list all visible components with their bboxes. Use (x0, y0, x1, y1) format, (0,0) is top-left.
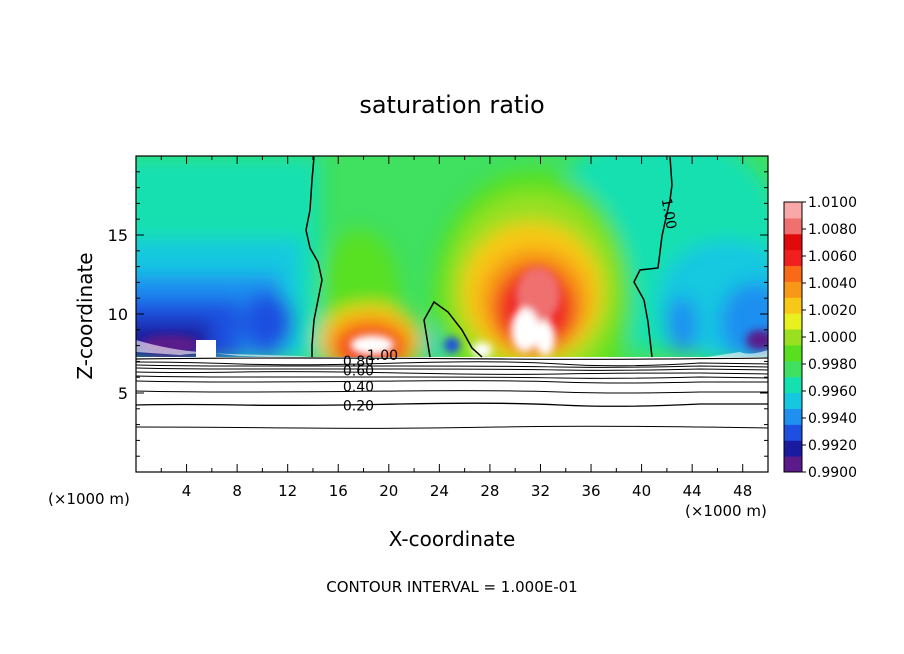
colorbar-swatch (784, 233, 802, 251)
colorbar-swatch (784, 202, 802, 219)
colorbar-swatch (784, 344, 802, 362)
colorbar-label: 1.0040 (808, 276, 857, 292)
contour-interval-note: CONTOUR INTERVAL = 1.000E-01 (326, 578, 577, 596)
contour-line (136, 361, 768, 367)
y-tick-label: 15 (108, 226, 128, 245)
contour-line (136, 402, 768, 407)
colorbar-label: 0.9940 (808, 411, 857, 427)
x-tick-label: 8 (232, 482, 242, 500)
x-tick-label: 48 (733, 482, 752, 500)
colorbar-swatch (784, 313, 802, 330)
x-tick-label: 36 (581, 482, 600, 500)
chart-title: saturation ratio (359, 91, 544, 119)
colorbar-swatch (784, 392, 802, 409)
colorbar-swatch (784, 281, 802, 298)
colorbar-swatch (784, 265, 802, 282)
contour-label: 1.00 (658, 197, 679, 230)
colorbar-swatch (784, 456, 802, 473)
contour-label: 0.40 (343, 379, 374, 395)
contour-1-00-middle (423, 300, 483, 358)
colorbar-label: 0.9900 (808, 465, 857, 481)
contour-1-00-left (305, 156, 323, 357)
x-tick-label: 4 (182, 482, 192, 500)
contour-line (136, 364, 768, 368)
contour-label: 0.60 (343, 364, 374, 380)
x-unit-label-left: (×1000 m) (48, 490, 130, 508)
contour-label: 1.00 (367, 348, 398, 364)
colorbar-label: 0.9980 (808, 357, 857, 373)
contour-line (136, 367, 768, 371)
x-tick-label: 32 (531, 482, 550, 500)
contour-labels: 1.001.000.800.600.400.20 (343, 197, 679, 414)
contour-line (136, 371, 768, 375)
y-tick-label: 5 (118, 384, 128, 403)
x-unit-label-right: (×1000 m) (685, 502, 767, 520)
colorbar-swatch (784, 249, 802, 267)
x-tick-label: 40 (632, 482, 651, 500)
colorbar-swatch (784, 424, 802, 441)
colorbar-swatch (784, 329, 802, 346)
x-axis-label: X-coordinate (389, 527, 516, 551)
colorbar-swatch (784, 408, 802, 425)
x-tick-label: 24 (430, 482, 449, 500)
contour-lines (136, 156, 768, 429)
colorbar-label: 1.0020 (808, 303, 857, 319)
contour-1-00-right (633, 156, 673, 358)
x-tick-label: 12 (278, 482, 297, 500)
contour-line (136, 375, 768, 379)
contour-label: 0.20 (343, 398, 374, 414)
colorbar-swatch (784, 297, 802, 314)
colorbar-swatch (784, 360, 802, 378)
y-tick-label: 10 (108, 305, 128, 324)
y-axis-ticks: 5 10 15 (108, 171, 768, 457)
contour-line (136, 390, 768, 394)
x-tick-label: 44 (683, 482, 702, 500)
colorbar-label: 0.9960 (808, 384, 857, 400)
colorbar-label: 1.0060 (808, 249, 857, 265)
colorbar-swatch (784, 440, 802, 457)
x-tick-label: 20 (379, 482, 398, 500)
colorbar-swatch (784, 376, 802, 394)
colorbar-swatch (784, 217, 802, 235)
x-tick-label: 16 (329, 482, 348, 500)
colorbar-label: 1.0100 (808, 195, 857, 211)
colorbar-label: 1.0080 (808, 222, 857, 238)
contour-1-00-base (136, 357, 768, 360)
colorbar-label: 0.9920 (808, 438, 857, 454)
x-axis-ticks: 4 8 12 16 20 24 28 32 36 40 44 48 (160, 156, 752, 500)
y-axis-label: Z-coordinate (73, 252, 97, 379)
contour-label: 0.80 (343, 354, 374, 370)
x-tick-label: 28 (480, 482, 499, 500)
contour-line (136, 425, 768, 429)
colorbar-label: 1.0000 (808, 330, 857, 346)
heatmap-field (136, 156, 768, 472)
contour-line (136, 380, 768, 384)
colorbar: 1.0100 1.0080 1.0060 1.0040 1.0020 1.0000 0.99… (783, 195, 857, 481)
